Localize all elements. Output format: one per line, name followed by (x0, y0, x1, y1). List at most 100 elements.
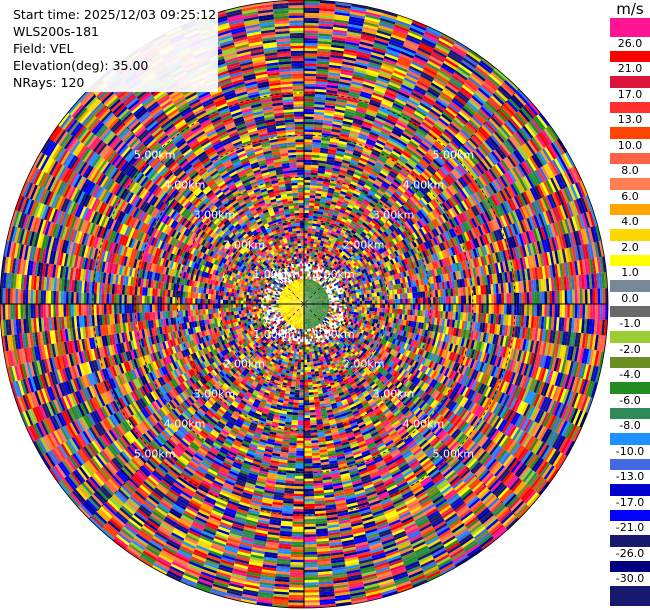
velocity-gate (351, 78, 364, 84)
velocity-gate (304, 210, 309, 213)
velocity-gate (319, 245, 323, 249)
velocity-gate (382, 60, 396, 68)
velocity-gate (330, 261, 334, 266)
velocity-gate (304, 299, 306, 302)
velocity-gate (355, 142, 365, 148)
velocity-gate (348, 294, 352, 297)
velocity-gate (417, 47, 432, 56)
velocity-gate (345, 105, 357, 111)
velocity-gate (304, 157, 312, 160)
velocity-gate (371, 151, 380, 158)
velocity-gate (306, 248, 310, 252)
velocity-gate (400, 135, 411, 143)
velocity-gate (483, 304, 487, 314)
velocity-gate (339, 78, 352, 84)
velocity-gate (306, 297, 308, 300)
velocity-gate (413, 87, 426, 96)
velocity-gate (316, 56, 330, 60)
velocity-gate (314, 236, 319, 240)
velocity-gate (382, 148, 392, 155)
velocity-gate (368, 189, 376, 196)
velocity-gate (410, 63, 424, 72)
velocity-gate (315, 265, 319, 269)
velocity-gate (325, 166, 333, 171)
velocity-gate (392, 294, 396, 300)
velocity-gate (361, 172, 370, 178)
velocity-gate (304, 103, 315, 107)
velocity-gate (319, 227, 325, 231)
velocity-gate (315, 279, 318, 283)
velocity-gate (549, 304, 553, 317)
velocity-gate (374, 307, 378, 312)
velocity-gate (366, 194, 373, 200)
velocity-gate (312, 275, 315, 278)
velocity-gate (324, 261, 329, 265)
velocity-gate (376, 176, 384, 183)
velocity-gate (363, 81, 376, 88)
velocity-gate (315, 193, 322, 197)
velocity-gate (393, 69, 406, 78)
velocity-gate (336, 307, 340, 310)
velocity-gate (305, 294, 307, 297)
velocity-gate (346, 294, 349, 298)
velocity-gate (377, 75, 391, 82)
velocity-gate (327, 248, 332, 253)
velocity-gate (600, 304, 603, 320)
velocity-gate (501, 304, 505, 315)
velocity-gate (332, 29, 348, 34)
velocity-gate (315, 249, 319, 253)
velocity-gate (364, 19, 380, 25)
velocity-gate (360, 128, 371, 134)
velocity-gate (345, 192, 353, 198)
velocity-gate (411, 91, 424, 100)
velocity-gate (434, 75, 448, 86)
velocity-gate (335, 247, 340, 251)
velocity-gate (368, 175, 377, 182)
velocity-gate (315, 86, 327, 90)
velocity-gate (366, 160, 376, 167)
velocity-gate (331, 230, 336, 235)
velocity-gate (347, 98, 359, 104)
velocity-gate (341, 204, 348, 210)
velocity-gate (311, 159, 320, 163)
velocity-gate (408, 29, 424, 38)
velocity-gate (427, 290, 431, 298)
velocity-gate (318, 247, 322, 251)
velocity-gate (338, 225, 344, 230)
velocity-gate (359, 96, 371, 102)
velocity-gate (330, 249, 335, 254)
velocity-gate (340, 167, 348, 172)
velocity-gate (311, 256, 314, 260)
velocity-gate (352, 176, 360, 182)
velocity-gate (306, 297, 309, 300)
velocity-gate (402, 79, 416, 88)
velocity-gate (314, 94, 326, 98)
velocity-gate (341, 125, 352, 131)
velocity-gate (346, 103, 358, 109)
velocity-gate (312, 149, 321, 153)
velocity-gate (361, 28, 377, 35)
velocity-gate (458, 304, 462, 313)
velocity-gate (322, 214, 328, 219)
velocity-gate (308, 225, 313, 229)
velocity-gate (388, 137, 398, 144)
velocity-gate (323, 112, 335, 117)
velocity-gate (344, 110, 356, 116)
velocity-gate (440, 296, 444, 304)
velocity-gate (410, 304, 413, 310)
velocity-gate (322, 127, 332, 132)
velocity-gate (322, 254, 326, 258)
velocity-gate (316, 223, 321, 228)
velocity-gate (438, 296, 441, 304)
velocity-gate (425, 28, 441, 38)
velocity-gate (319, 275, 322, 279)
velocity-gate (387, 114, 399, 122)
velocity-gate (349, 296, 352, 300)
velocity-gate (369, 293, 372, 298)
velocity-gate (332, 31, 347, 37)
velocity-gate (334, 106, 346, 111)
velocity-gate (394, 308, 398, 314)
velocity-gate (391, 105, 403, 113)
velocity-gate (326, 87, 339, 92)
velocity-gate (396, 141, 407, 149)
